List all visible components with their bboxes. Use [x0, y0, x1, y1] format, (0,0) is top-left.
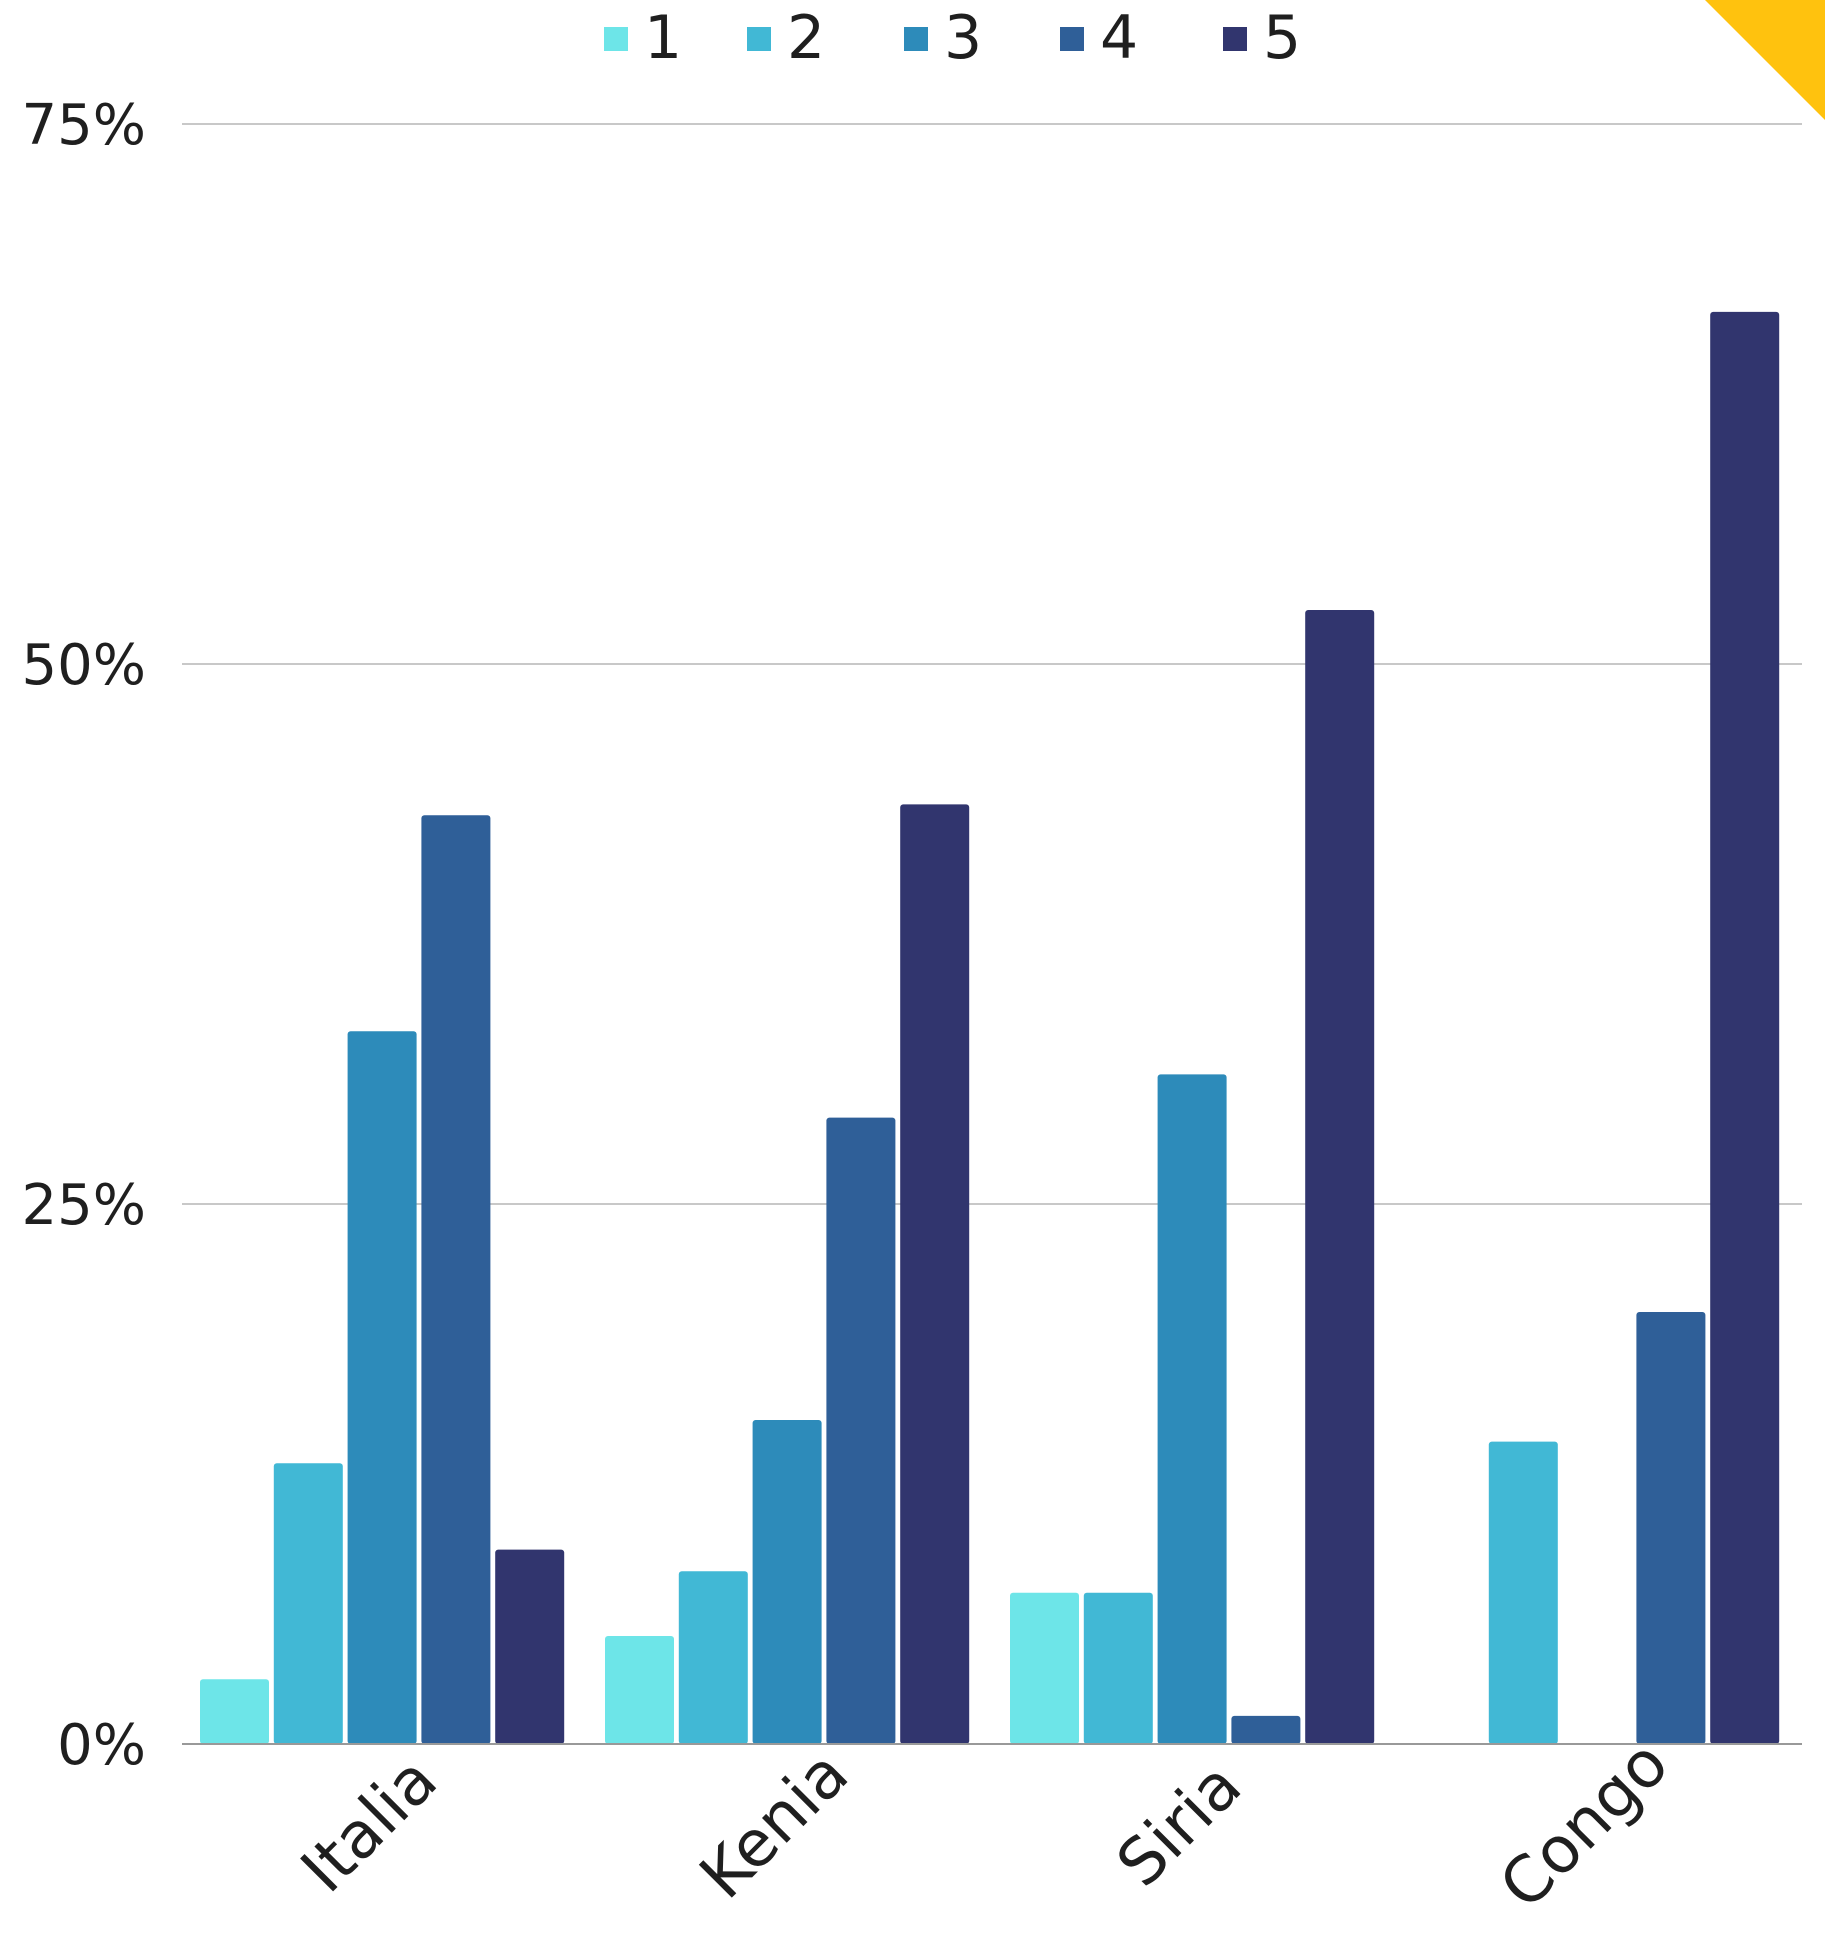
- bar: [347, 1031, 417, 1744]
- bar: [421, 815, 491, 1744]
- y-tick-label: 50%: [22, 633, 146, 698]
- legend-label: 2: [787, 3, 825, 73]
- bar: [1488, 1441, 1558, 1744]
- bar: [752, 1420, 822, 1744]
- x-tick-label: Italia: [288, 1743, 452, 1907]
- bar: [273, 1463, 343, 1744]
- legend-swatch: [1223, 27, 1247, 51]
- y-tick-label: 75%: [22, 93, 146, 158]
- legend-swatch: [1060, 27, 1084, 51]
- legend-swatch: [604, 27, 628, 51]
- corner-accent-ribbon: [1705, 0, 1825, 120]
- y-tick-label: 0%: [57, 1713, 146, 1778]
- bars: [200, 311, 1780, 1744]
- bar: [1083, 1592, 1153, 1744]
- legend-label: 3: [944, 3, 982, 73]
- y-tick-label: 25%: [22, 1173, 146, 1238]
- bar: [678, 1571, 748, 1744]
- bar: [1010, 1592, 1079, 1744]
- legend-label: 4: [1100, 3, 1138, 73]
- legend-swatch: [747, 27, 771, 51]
- bar: [1305, 610, 1375, 1744]
- x-tick-label: Siria: [1103, 1749, 1256, 1902]
- x-tick-label: Congo: [1486, 1727, 1683, 1924]
- legend-label: 1: [644, 3, 682, 73]
- x-tick-label: Kenia: [686, 1737, 863, 1914]
- legend-label: 5: [1263, 3, 1301, 73]
- bar: [1157, 1074, 1227, 1744]
- legend-swatch: [904, 27, 928, 51]
- legend: 1 2 3 4 5: [604, 3, 1301, 73]
- bar: [200, 1679, 269, 1744]
- bar: [605, 1636, 674, 1744]
- bar: [1710, 311, 1780, 1744]
- x-axis-tick-labels: Italia Kenia Siria Congo: [288, 1727, 1683, 1924]
- bar: [1636, 1312, 1706, 1744]
- bar: [495, 1549, 565, 1744]
- bar: [1231, 1715, 1301, 1744]
- bar: [900, 804, 970, 1744]
- y-axis-tick-labels: 0% 25% 50% 75%: [22, 93, 146, 1778]
- bar: [826, 1117, 896, 1744]
